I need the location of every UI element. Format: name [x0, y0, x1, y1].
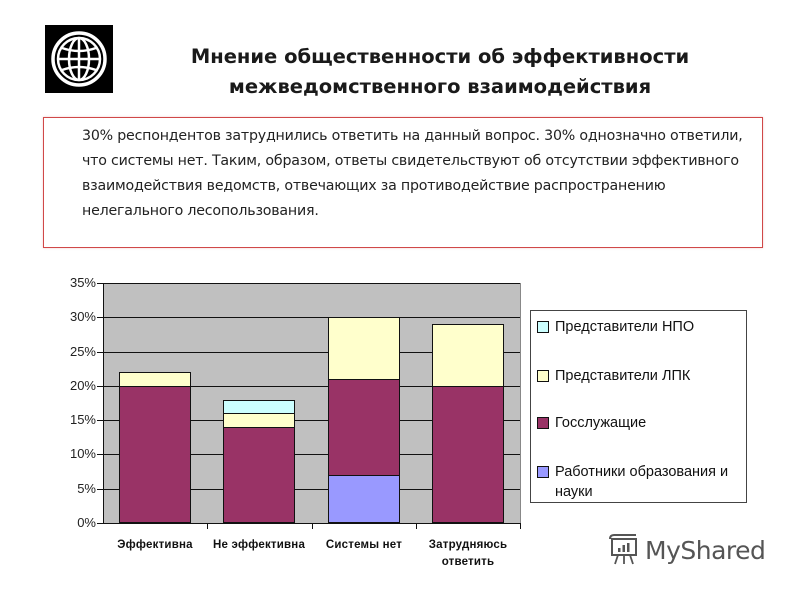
gridline	[103, 454, 520, 455]
y-tick-label: 20%	[69, 378, 96, 393]
y-tick-mark	[97, 283, 103, 284]
y-tick-label: 5%	[77, 481, 96, 496]
chart-legend: Представители НПО Представители ЛПК Госс…	[530, 310, 747, 503]
stacked-bar	[431, 324, 504, 523]
watermark-text: MyShared	[645, 535, 766, 565]
globe-icon	[51, 31, 107, 87]
x-label-no-system: Системы нет	[325, 539, 403, 551]
legend-item-edu: Работники образования и науки	[537, 462, 742, 502]
bar-segment	[119, 385, 192, 523]
legend-swatch	[537, 370, 549, 382]
bar-segment	[327, 378, 400, 475]
y-axis	[103, 283, 104, 523]
title-line-2: межведомственного взаимодействия	[228, 75, 652, 98]
gridline	[103, 386, 520, 387]
stacked-bar	[327, 317, 400, 523]
legend-swatch	[537, 321, 549, 333]
y-tick-label: 35%	[69, 275, 96, 290]
stacked-bar	[119, 372, 192, 523]
summary-textbox: 30% респондентов затруднились ответить н…	[43, 117, 763, 248]
y-tick-mark	[97, 489, 103, 490]
x-tick-mark	[312, 523, 313, 529]
legend-item-npo: Представители НПО	[537, 317, 694, 337]
summary-text: 30% респондентов затруднились ответить н…	[82, 128, 743, 219]
bar-segment	[431, 324, 504, 386]
gridline	[103, 283, 520, 284]
y-tick-label: 30%	[69, 309, 96, 324]
y-tick-mark	[97, 420, 103, 421]
y-tick-mark	[97, 523, 103, 524]
title-line-1: Мнение общественности об эффективности	[190, 45, 690, 68]
y-tick-label: 10%	[69, 446, 96, 461]
x-tick-mark	[207, 523, 208, 529]
x-label-line-1: Затрудняюсь	[428, 539, 508, 551]
y-tick-label: 25%	[69, 344, 96, 359]
x-axis	[103, 523, 520, 524]
bar-segment	[327, 474, 400, 523]
bar-segment	[223, 413, 296, 427]
legend-swatch	[537, 417, 549, 429]
y-tick-label: 15%	[69, 412, 96, 427]
x-label-not-effective: Не эффективна	[212, 539, 306, 551]
slide-title: Мнение общественности об эффективности м…	[130, 42, 750, 102]
bar-segment	[119, 372, 192, 386]
legend-label: Госслужащие	[555, 415, 647, 431]
bar-segment	[327, 317, 400, 379]
x-tick-mark	[520, 523, 521, 529]
y-tick-label: 0%	[77, 515, 96, 530]
legend-label: Работники образования и науки	[555, 464, 729, 500]
legend-item-gos: Госслужащие	[537, 413, 646, 433]
y-tick-mark	[97, 386, 103, 387]
legend-swatch	[537, 466, 549, 478]
gridline	[103, 317, 520, 318]
legend-label: Представители НПО	[555, 319, 695, 335]
legend-label: Представители ЛПК	[555, 368, 691, 384]
y-tick-mark	[97, 454, 103, 455]
myshared-watermark: MyShared	[607, 533, 766, 567]
x-label-effective: Эффективна	[117, 539, 193, 551]
gridline	[103, 489, 520, 490]
y-tick-mark	[97, 317, 103, 318]
stacked-bar	[223, 399, 296, 523]
x-label-line-2: ответить	[441, 556, 495, 568]
bar-segment	[223, 399, 296, 414]
world-bank-logo	[45, 25, 113, 93]
x-tick-mark	[416, 523, 417, 529]
legend-item-lpk: Представители ЛПК	[537, 366, 690, 386]
bar-segment	[223, 426, 296, 523]
presentation-board-icon	[609, 534, 637, 565]
bar-segment	[431, 385, 504, 523]
x-label-hard-to-answer: Затрудняюсь ответить	[416, 537, 520, 571]
gridline	[103, 352, 520, 353]
gridline	[103, 420, 520, 421]
y-tick-mark	[97, 352, 103, 353]
